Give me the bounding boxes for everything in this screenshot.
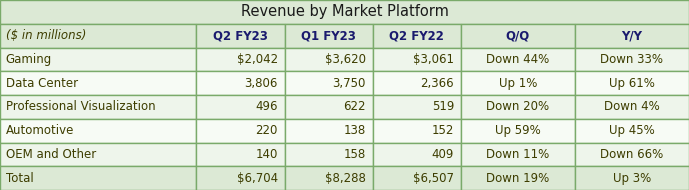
Text: 2,366: 2,366 (420, 77, 454, 90)
Bar (575, 119, 689, 142)
Bar (0, 95, 196, 119)
Bar (196, 24, 285, 48)
Bar (575, 142, 689, 166)
Bar (461, 119, 575, 142)
Text: 140: 140 (256, 148, 278, 161)
Bar (373, 166, 461, 190)
Bar (0, 142, 196, 166)
Bar (0, 0, 689, 24)
Bar (196, 142, 285, 166)
Text: Q/Q: Q/Q (506, 29, 530, 42)
Text: $3,061: $3,061 (413, 53, 454, 66)
Bar (575, 71, 689, 95)
Bar (0, 48, 196, 71)
Bar (373, 48, 461, 71)
Bar (461, 142, 575, 166)
Text: 138: 138 (344, 124, 366, 137)
Bar (0, 24, 196, 48)
Bar (285, 24, 373, 48)
Text: 152: 152 (432, 124, 454, 137)
Text: Up 3%: Up 3% (613, 172, 651, 185)
Text: $8,288: $8,288 (325, 172, 366, 185)
Text: Down 4%: Down 4% (604, 100, 660, 113)
Bar (196, 95, 285, 119)
Bar (461, 166, 575, 190)
Text: Up 61%: Up 61% (609, 77, 655, 90)
Bar (373, 142, 461, 166)
Bar (575, 166, 689, 190)
Bar (285, 166, 373, 190)
Bar (196, 48, 285, 71)
Text: Down 44%: Down 44% (486, 53, 550, 66)
Text: $2,042: $2,042 (236, 53, 278, 66)
Text: Gaming: Gaming (6, 53, 52, 66)
Text: 519: 519 (432, 100, 454, 113)
Text: Professional Visualization: Professional Visualization (6, 100, 155, 113)
Text: Automotive: Automotive (6, 124, 74, 137)
Text: Up 59%: Up 59% (495, 124, 541, 137)
Bar (575, 95, 689, 119)
Bar (461, 71, 575, 95)
Bar (285, 119, 373, 142)
Text: Q2 FY22: Q2 FY22 (389, 29, 444, 42)
Bar (461, 48, 575, 71)
Text: 496: 496 (255, 100, 278, 113)
Text: 158: 158 (344, 148, 366, 161)
Bar (0, 166, 196, 190)
Bar (196, 119, 285, 142)
Bar (461, 95, 575, 119)
Bar (285, 95, 373, 119)
Text: OEM and Other: OEM and Other (6, 148, 96, 161)
Text: $3,620: $3,620 (325, 53, 366, 66)
Text: Down 19%: Down 19% (486, 172, 550, 185)
Bar (0, 119, 196, 142)
Text: 3,806: 3,806 (245, 77, 278, 90)
Text: Revenue by Market Platform: Revenue by Market Platform (240, 4, 449, 19)
Text: 220: 220 (256, 124, 278, 137)
Bar (285, 71, 373, 95)
Bar (196, 166, 285, 190)
Text: Total: Total (6, 172, 33, 185)
Bar (461, 24, 575, 48)
Text: Down 66%: Down 66% (600, 148, 664, 161)
Bar (285, 142, 373, 166)
Bar (575, 48, 689, 71)
Text: Down 11%: Down 11% (486, 148, 550, 161)
Text: 409: 409 (432, 148, 454, 161)
Bar (196, 71, 285, 95)
Text: $6,704: $6,704 (236, 172, 278, 185)
Bar (373, 71, 461, 95)
Text: Up 45%: Up 45% (609, 124, 655, 137)
Text: Data Center: Data Center (6, 77, 78, 90)
Bar (373, 119, 461, 142)
Bar (373, 24, 461, 48)
Text: Y/Y: Y/Y (621, 29, 642, 42)
Text: Up 1%: Up 1% (499, 77, 537, 90)
Bar (575, 24, 689, 48)
Text: Down 33%: Down 33% (601, 53, 664, 66)
Text: $6,507: $6,507 (413, 172, 454, 185)
Text: Down 20%: Down 20% (486, 100, 550, 113)
Text: 622: 622 (343, 100, 366, 113)
Text: Q1 FY23: Q1 FY23 (301, 29, 356, 42)
Bar (285, 48, 373, 71)
Bar (373, 95, 461, 119)
Bar (0, 71, 196, 95)
Text: Q2 FY23: Q2 FY23 (213, 29, 268, 42)
Text: ($ in millions): ($ in millions) (6, 29, 86, 42)
Text: 3,750: 3,750 (333, 77, 366, 90)
